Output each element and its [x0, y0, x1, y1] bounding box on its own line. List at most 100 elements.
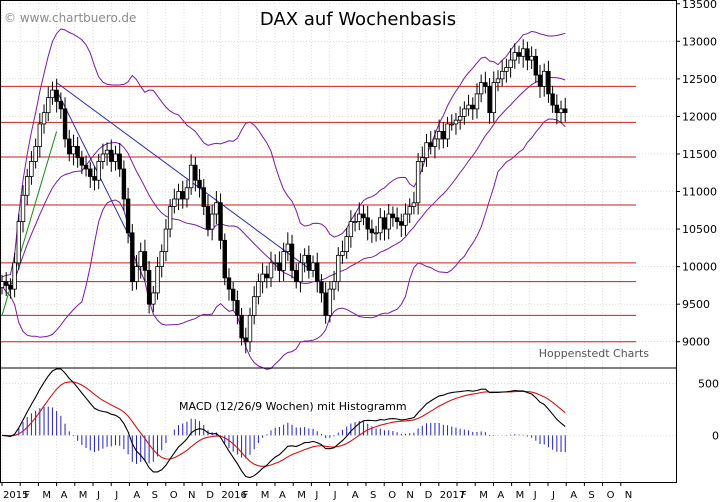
macd-line — [1, 368, 566, 479]
candle-body — [428, 142, 433, 147]
candle-body — [512, 52, 517, 61]
candle-body — [415, 161, 421, 204]
candle-body — [134, 266, 139, 283]
candle-body — [247, 315, 253, 343]
trendline — [1, 131, 58, 316]
candle-body — [378, 217, 383, 234]
candle-body — [12, 262, 17, 290]
candle-body — [319, 281, 324, 294]
candle-body — [407, 206, 412, 215]
candle-body — [441, 131, 446, 140]
y-axis-price: 9000 9500 10000 10500 11000 11500 12000 12500 13… — [676, 0, 717, 349]
x-tick-label: M — [42, 490, 51, 501]
candle-body — [529, 55, 534, 61]
x-tick-label: J — [314, 490, 318, 501]
candle-body — [495, 78, 501, 84]
candle-body — [58, 100, 64, 110]
y-tick-label: 11500 — [682, 148, 717, 161]
candle-body — [197, 179, 202, 189]
candle-body — [327, 288, 333, 316]
candle-body — [462, 108, 467, 117]
candle-body — [390, 213, 396, 219]
candle-body — [499, 70, 505, 80]
candle-body — [386, 213, 391, 230]
candle-body — [487, 85, 492, 114]
candle-body — [96, 161, 101, 181]
candle-body — [125, 198, 131, 234]
candle-body — [432, 138, 438, 147]
candle-body — [411, 202, 417, 207]
x-tick-label: M — [516, 490, 525, 501]
candle-body — [508, 59, 513, 68]
candlesticks — [0, 39, 568, 354]
candle-body — [289, 243, 295, 271]
candle-body — [533, 55, 539, 76]
x-tick-label: S — [152, 490, 158, 501]
candle-body — [20, 194, 26, 222]
candle-body — [504, 67, 509, 72]
candle-body — [457, 116, 463, 121]
candle-body — [558, 108, 564, 114]
x-tick-label: M — [479, 490, 488, 501]
x-tick-label: S — [588, 490, 594, 501]
chart-title: DAX auf Wochenbasis — [260, 9, 456, 30]
candle-body — [361, 213, 366, 219]
candle-body — [563, 108, 568, 114]
candle-body — [294, 269, 299, 283]
candle-body — [180, 191, 185, 200]
candle-body — [331, 281, 337, 290]
candle-body — [281, 251, 286, 271]
macd-signal-line — [2, 381, 566, 467]
candle-body — [478, 82, 484, 95]
x-tick-label: A — [133, 490, 140, 501]
candle-body — [92, 176, 97, 181]
candle-body — [491, 82, 496, 114]
candle-body — [550, 93, 555, 106]
x-tick-label: O — [607, 490, 615, 501]
x-tick-label: J — [551, 490, 555, 501]
chart-frame — [0, 0, 677, 483]
candle-body — [336, 254, 341, 283]
y-tick-label: 11000 — [682, 186, 717, 199]
candle-body — [50, 89, 55, 99]
candle-body — [436, 131, 442, 140]
candle-body — [209, 213, 215, 230]
candle-body — [310, 262, 316, 271]
x-tick-label: J — [114, 490, 118, 501]
y-tick-label: 9000 — [682, 336, 710, 349]
macd-tick-label: 500 — [698, 378, 719, 391]
bollinger-upper — [1, 28, 566, 278]
x-tick-label: N — [406, 490, 413, 501]
y-tick-label: 12500 — [682, 73, 717, 86]
chart-border — [0, 0, 677, 483]
candle-body — [151, 292, 156, 305]
bollinger-lower — [1, 118, 566, 370]
candle-body — [474, 93, 480, 110]
macd-tick-label: 0 — [712, 429, 719, 442]
candle-body — [449, 123, 454, 126]
candle-body — [466, 104, 471, 110]
candle-body — [365, 217, 370, 230]
candle-body — [260, 273, 265, 283]
candle-body — [323, 292, 328, 316]
candle-body — [344, 236, 349, 252]
candle-body — [369, 228, 375, 234]
candle-body — [470, 104, 475, 110]
x-tick-label: D — [206, 490, 214, 501]
x-tick-label: O — [170, 490, 178, 501]
x-tick-label: 2017 — [440, 490, 465, 501]
watermark: © www.chartbuero.de — [4, 11, 136, 25]
y-tick-label: 10000 — [682, 261, 717, 274]
x-tick-label: F — [24, 490, 30, 501]
x-tick-label: S — [370, 490, 376, 501]
candle-body — [100, 153, 106, 162]
candle-body — [420, 157, 425, 162]
candle-body — [54, 89, 59, 102]
candle-body — [239, 315, 244, 339]
candle-body — [83, 164, 89, 170]
candle-body — [29, 161, 34, 177]
x-tick-label: J — [96, 490, 100, 501]
candle-body — [167, 206, 173, 230]
candle-body — [4, 281, 9, 286]
